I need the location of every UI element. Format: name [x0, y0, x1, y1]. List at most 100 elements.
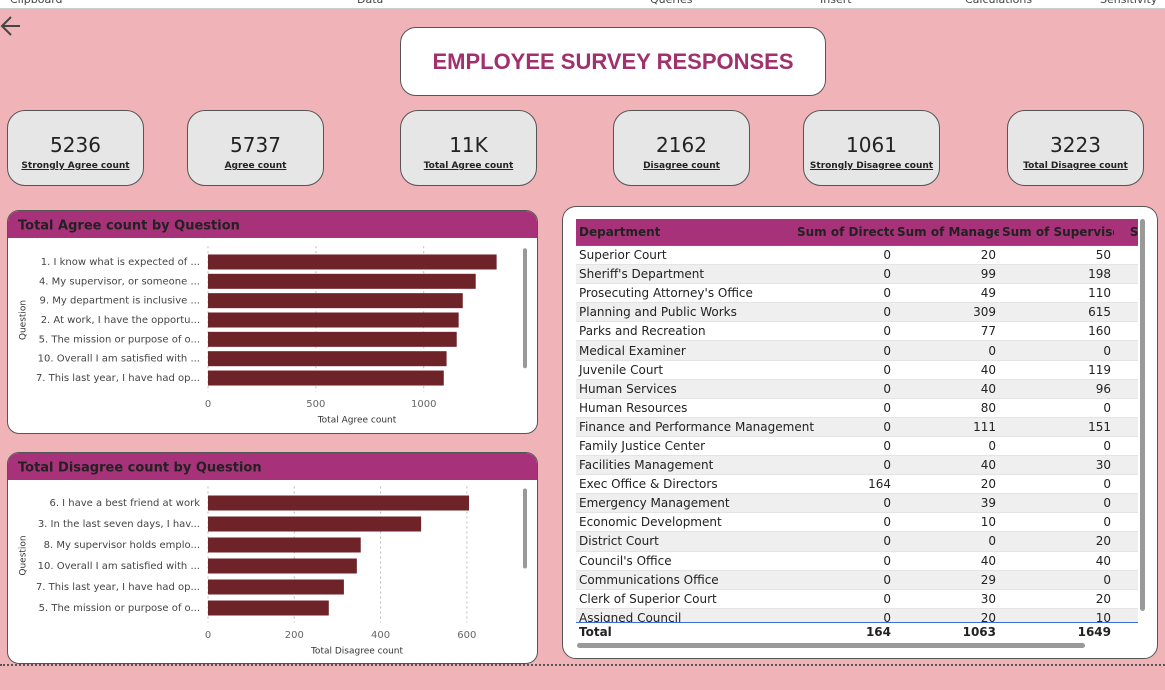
column-header: Sum of Supervisor [999, 219, 1114, 246]
kpi-label: Disagree count [643, 161, 720, 171]
table-cell: 0 [794, 436, 894, 457]
table-cell: 40 [894, 551, 999, 571]
back-arrow[interactable] [0, 12, 24, 40]
table-cell: 198 [999, 264, 1114, 285]
table-cell: 0 [794, 531, 894, 552]
chart-header [8, 453, 537, 480]
kpi-label: Agree count [224, 161, 287, 171]
y-tick-label: 10. Overall I am satisfied with ... [38, 561, 200, 572]
y-tick-label: 9. My department is inclusive ... [40, 296, 200, 307]
table-cell: Human Resources [576, 398, 794, 418]
chart-header [8, 211, 537, 238]
x-axis-title: Total Agree count [317, 416, 397, 426]
kpi-value: 5737 [230, 133, 281, 157]
table-cell-empty [1114, 436, 1138, 457]
table-cell: 0 [794, 398, 894, 418]
column-header: Sur [1114, 219, 1138, 246]
column-header: Sum of Director [794, 219, 894, 246]
table-row: Family Justice Center 0 0 0 [576, 436, 1138, 457]
table-row: Economic Development 0 10 0 [576, 512, 1138, 533]
table-cell-empty [1114, 360, 1138, 380]
table-cell: 39 [894, 493, 999, 514]
table-cell-empty [1114, 531, 1138, 552]
table-row: Superior Court 0 20 50 [576, 245, 1138, 266]
table-cell-empty [1114, 493, 1138, 514]
chart: Total Agree count by Question 0 500 1000 1. … [8, 211, 537, 426]
table-cell: Juvenile Court [576, 360, 794, 380]
table-row: Assigned Council 0 20 10 [576, 608, 1138, 622]
table-row: Juvenile Court 0 40 119 [576, 360, 1138, 380]
table-cell-empty [1114, 340, 1138, 361]
table-cell: 0 [794, 264, 894, 285]
bar [208, 331, 457, 347]
table-row: Finance and Performance Management 0 111 15… [576, 417, 1138, 437]
y-tick-label: 7. This last year, I have had op... [36, 373, 200, 384]
scrollbar[interactable] [523, 488, 527, 569]
table-cell: Exec Office & Directors [576, 474, 794, 495]
ribbon-tab: Clipboard [10, 0, 63, 6]
table-cell: 20 [894, 474, 999, 495]
y-tick-label: 4. My supervisor, or someone ... [39, 276, 200, 287]
table-cell-empty [1114, 551, 1138, 571]
table-cell: 0 [999, 340, 1114, 361]
table-cell-empty [1114, 283, 1138, 304]
bar [208, 312, 459, 328]
bar [208, 293, 463, 309]
table-cell: 151 [999, 417, 1114, 437]
y-tick-label: 10. Overall I am satisfied with ... [38, 354, 200, 365]
x-tick-label: 1000 [411, 399, 436, 410]
table-cell: 615 [999, 302, 1114, 323]
table-cell-empty [1114, 302, 1138, 323]
x-axis-title: Total Disagree count [310, 647, 404, 657]
kpi-card: 5737 Agree count [187, 110, 324, 186]
table-row: District Court 0 0 20 [576, 531, 1138, 552]
table-header: Department Sum of Director Sum of Manager S… [576, 219, 1138, 246]
table-cell: 164 [794, 474, 894, 495]
scrollbar[interactable] [523, 248, 527, 369]
scrollbar[interactable] [1140, 219, 1145, 611]
table-cell: 77 [894, 321, 999, 342]
table-cell-empty [1114, 417, 1138, 437]
x-tick-label: 0 [205, 630, 211, 641]
x-tick-label: 600 [457, 630, 476, 641]
table-cell-empty [1114, 589, 1138, 609]
chart-title: Total Agree count by Question [18, 219, 240, 234]
table-cell-empty [1114, 608, 1138, 622]
table-row: Sheriff's Department 0 99 198 [576, 264, 1138, 285]
y-tick-label: 6. I have a best friend at work [49, 498, 200, 509]
ribbon-tab: Data [357, 0, 383, 6]
table-cell: Economic Development [576, 512, 794, 533]
table-cell: Council's Office [576, 551, 794, 571]
table-cell: 0 [999, 398, 1114, 418]
y-tick-label: 3. In the last seven days, I hav... [38, 519, 200, 530]
chart-panel: Total Agree count by Question 0 500 1000 1. … [7, 210, 538, 434]
table-cell: Clerk of Superior Court [576, 589, 794, 609]
bar [208, 558, 357, 574]
y-tick-label: 7. This last year, I have had op... [36, 582, 200, 593]
y-tick-label: 5. The mission or purpose of o... [39, 603, 200, 614]
table-cell: 50 [999, 245, 1114, 266]
bar [208, 495, 470, 511]
table-cell: 40 [999, 551, 1114, 571]
chart-title: Total Disagree count by Question [18, 461, 262, 476]
bar [208, 579, 344, 595]
table-cell: 119 [999, 360, 1114, 380]
table-cell: 111 [894, 417, 999, 437]
table-cell: 0 [894, 436, 999, 457]
table-cell: Prosecuting Attorney's Office [576, 283, 794, 304]
table-cell: 0 [794, 551, 894, 571]
table-cell: 309 [894, 302, 999, 323]
table-cell: 10 [999, 608, 1114, 622]
table-body: Department Sum of Director Sum of Manager S… [576, 219, 1138, 622]
table-cell: 40 [894, 360, 999, 380]
table-cell: 0 [794, 283, 894, 304]
bar [208, 370, 444, 386]
scrollbar[interactable] [577, 643, 1085, 648]
y-axis-title: Question [19, 535, 29, 575]
bar [208, 254, 497, 270]
column-header: Sum of Manager [894, 219, 999, 246]
ribbon: Clipboard Data Queries Insert Calculations Se… [0, 0, 1165, 9]
table-cell: Human Services [576, 379, 794, 399]
table-cell: Planning and Public Works [576, 302, 794, 323]
